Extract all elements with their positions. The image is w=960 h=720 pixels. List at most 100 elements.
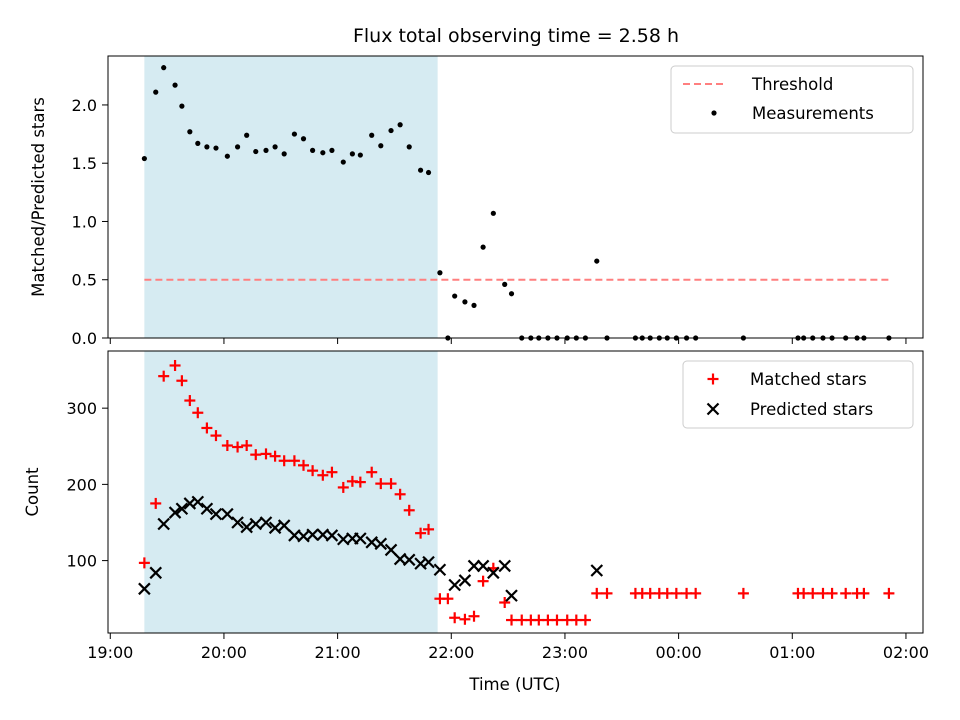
bottom-x-axis-label: Time (UTC): [468, 675, 560, 694]
measurement-point: [502, 281, 508, 287]
measurement-point: [253, 148, 259, 155]
matched-stars-point: [150, 497, 162, 509]
matched-stars-point: [288, 455, 300, 467]
predicted-stars-point: [168, 506, 182, 519]
measurement-point: [187, 129, 193, 135]
predicted-stars-point: [149, 566, 163, 580]
matched-stars-point: [169, 359, 181, 371]
predicted-stars-point: [306, 528, 319, 541]
measurement-point: [291, 131, 298, 137]
matched-stars-point: [278, 455, 290, 467]
measurement-point: [471, 302, 477, 308]
top-marks: [141, 65, 892, 341]
predicted-stars-point: [498, 559, 511, 573]
matched-stars-point: [601, 587, 613, 599]
legend-threshold-label: Threshold: [751, 75, 833, 94]
matched-stars-point: [375, 478, 387, 490]
top-legend-box: [670, 65, 914, 134]
predicted-stars-point: [209, 507, 223, 521]
predicted-stars-point: [505, 589, 518, 602]
predicted-stars-point: [325, 529, 339, 542]
matched-stars-point: [307, 465, 319, 477]
x-tick-label: 02:00: [883, 643, 929, 662]
measurement-point: [452, 293, 458, 299]
bottom-y-ticks: 100 200 300: [66, 399, 108, 571]
matched-stars-point: [506, 614, 518, 626]
bottom-y-axis-label: Count: [23, 467, 42, 517]
measurement-point: [153, 89, 159, 95]
matched-stars-point: [858, 587, 870, 599]
matched-stars-point: [269, 450, 281, 462]
predicted-stars-point: [259, 516, 273, 529]
bottom-y-tick-label: 300: [66, 399, 97, 418]
legend-measurements-swatch: [711, 110, 717, 116]
matched-stars-point: [670, 587, 682, 599]
measurement-point: [369, 132, 375, 138]
matched-stars-point: [551, 614, 563, 626]
matched-stars-point: [260, 448, 272, 460]
predicted-stars-point: [433, 563, 447, 577]
chart-title: Flux total observing time = 2.58 h: [353, 25, 679, 47]
measurement-point: [263, 147, 269, 153]
predicted-stars-point: [200, 502, 214, 516]
predicted-stars-point: [354, 532, 367, 545]
matched-stars-point: [690, 587, 702, 599]
matched-stars-point: [883, 587, 895, 599]
matched-stars-point: [415, 527, 427, 539]
legend-matched-swatch: [707, 373, 719, 385]
matched-stars-point: [232, 441, 244, 453]
top-y-tick-label: 2.0: [72, 96, 97, 115]
measurement-point: [357, 152, 363, 158]
predicted-stars-point: [458, 574, 472, 587]
matched-stars-point: [192, 407, 204, 419]
predicted-stars-point: [157, 517, 170, 531]
bottom-axes-frame: [107, 350, 924, 634]
measurement-point: [340, 159, 346, 165]
matched-stars-point: [385, 478, 397, 490]
matched-stars-point: [840, 587, 852, 599]
matched-stars-point: [499, 597, 511, 609]
matched-stars-point: [579, 614, 591, 626]
predicted-stars-point: [467, 559, 481, 573]
measurement-point: [490, 210, 496, 216]
measurement-point: [329, 147, 335, 153]
matched-stars-point: [449, 612, 461, 624]
top-y-tick-label: 0.5: [72, 271, 97, 290]
matched-stars-point: [317, 469, 329, 481]
legend-predicted-label: Predicted stars: [750, 400, 873, 419]
matched-stars-point: [201, 422, 213, 434]
bottom-marks: [138, 359, 895, 626]
matched-stars-point: [442, 593, 454, 605]
matched-stars-point: [423, 523, 435, 535]
bottom-y-tick-label: 200: [66, 475, 97, 494]
measurement-point: [425, 169, 432, 176]
top-y-tick-label: 0.0: [72, 329, 97, 348]
matched-stars-point: [241, 440, 253, 452]
predicted-stars-point: [448, 578, 461, 592]
measurement-point: [594, 258, 600, 264]
measurement-point: [388, 127, 394, 134]
top-y-ticks: 0.0 0.5 1.0 1.5 2.0: [72, 96, 108, 348]
predicted-stars-point: [231, 516, 244, 529]
predicted-stars-point: [402, 553, 416, 567]
matched-stars-point: [354, 476, 366, 488]
matched-stars-point: [158, 370, 170, 382]
matched-stars-point: [337, 481, 349, 493]
legend-measurements-label: Measurements: [752, 104, 874, 123]
legend-matched-plus-mark: [707, 373, 719, 385]
top-y-tick-label: 1.5: [72, 154, 97, 173]
predicted-stars-point: [476, 559, 490, 573]
matched-stars-point: [138, 557, 150, 569]
matched-stars-point: [221, 440, 233, 452]
x-tick-label: 20:00: [201, 643, 247, 662]
x-tick-label: 22:00: [428, 643, 474, 662]
measurement-point: [161, 65, 167, 71]
measurement-point: [320, 150, 326, 156]
top-panel: 0.00.51.01.52.0 Matched/Predicted stars …: [29, 55, 924, 348]
matched-stars-point: [737, 587, 749, 599]
measurement-point: [462, 299, 468, 305]
predicted-stars-point: [191, 495, 205, 509]
measurement-point: [234, 144, 241, 150]
predicted-stars-point: [268, 521, 282, 535]
matched-stars-point: [176, 375, 188, 387]
